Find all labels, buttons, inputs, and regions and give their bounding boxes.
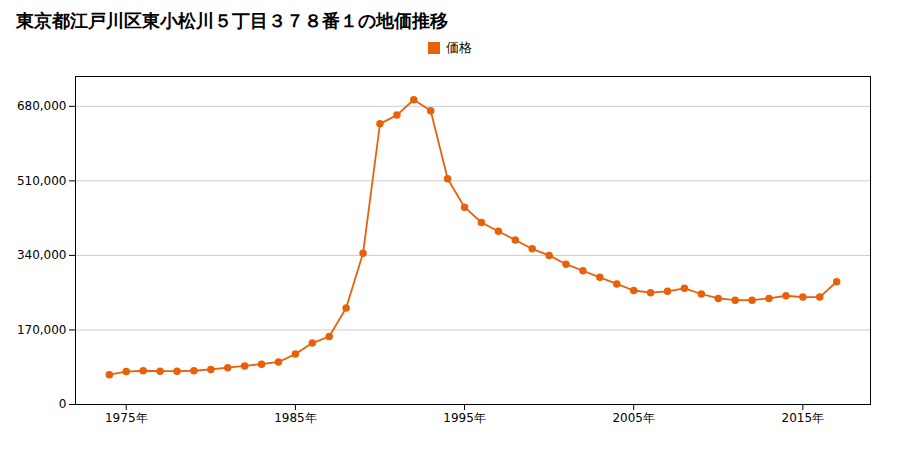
svg-text:170,000: 170,000 xyxy=(17,323,67,337)
svg-text:2005年: 2005年 xyxy=(612,411,655,425)
svg-text:0: 0 xyxy=(59,397,67,411)
svg-text:1975年: 1975年 xyxy=(105,411,148,425)
html-text:価格: 価格 xyxy=(446,40,472,55)
svg-text:510,000: 510,000 xyxy=(17,174,67,188)
html-text:東京都江戸川区東小松川５丁目３７８番１の地価推移: 東京都江戸川区東小松川５丁目３７８番１の地価推移 xyxy=(16,10,448,31)
svg-text:680,000: 680,000 xyxy=(17,99,67,113)
svg-text:340,000: 340,000 xyxy=(17,248,67,262)
svg-text:2015年: 2015年 xyxy=(782,411,825,425)
svg-text:1995年: 1995年 xyxy=(443,411,486,425)
svg-text:1985年: 1985年 xyxy=(274,411,317,425)
